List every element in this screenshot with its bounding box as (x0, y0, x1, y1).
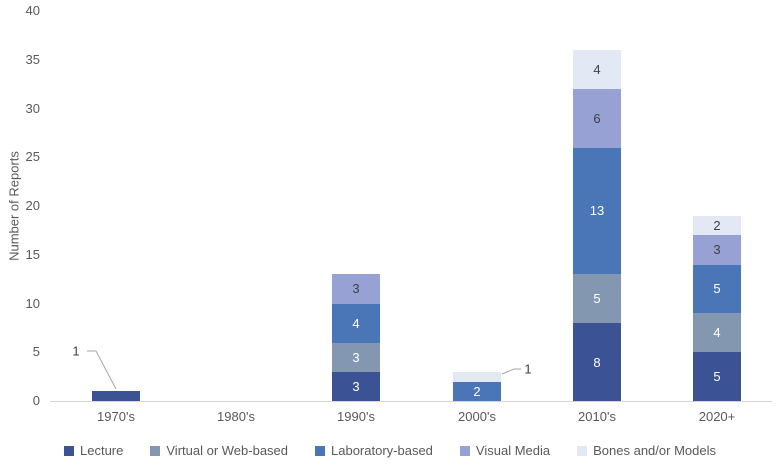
bar-segment: 4 (693, 313, 741, 353)
x-category-label: 2000's (458, 409, 496, 424)
bar-segment: 4 (332, 303, 380, 343)
y-tick-label: 35 (25, 51, 40, 67)
legend-item: Visual Media (459, 443, 551, 458)
legend-swatch-icon (315, 445, 326, 456)
bar-segment: 5 (693, 352, 741, 401)
x-axis-line (50, 401, 772, 402)
bar-segment: 5 (573, 274, 621, 323)
legend-label: Laboratory-based (331, 443, 433, 458)
y-tick-label: 30 (25, 100, 40, 116)
bar-segment: 8 (573, 323, 621, 401)
legend-swatch-icon (150, 445, 161, 456)
x-category-label: 1990's (337, 409, 375, 424)
legend-label: Virtual or Web-based (166, 443, 289, 458)
legend-label: Lecture (80, 443, 124, 458)
bar-segment: 13 (573, 147, 621, 275)
legend-label: Visual Media (475, 443, 551, 458)
callout-leader-line (87, 350, 117, 390)
y-tick-label: 0 (32, 393, 40, 408)
legend-swatch-icon (459, 445, 470, 456)
y-tick-label: 40 (25, 3, 40, 18)
x-category-label: 2010's (578, 409, 616, 424)
x-category-label: 2020+ (698, 409, 736, 424)
bar-segment (92, 391, 140, 401)
y-tick-label: 10 (25, 295, 40, 311)
callout-leader-line (501, 368, 521, 375)
bar-segment: 4 (573, 50, 621, 89)
callout-label: 1 (72, 343, 80, 359)
bar-segment: 3 (693, 235, 741, 265)
legend-item: Bones and/or Models (577, 443, 716, 458)
legend: Lecture Virtual or Web-based Laboratory-ba… (0, 443, 780, 458)
y-tick-label: 15 (25, 246, 40, 262)
bar-segment: 3 (332, 371, 380, 401)
x-category-label: 1970's (97, 409, 135, 424)
x-category-label: 1980's (217, 409, 255, 424)
y-tick-label: 5 (32, 344, 40, 360)
bar-segment: 5 (693, 264, 741, 314)
bar-segment: 6 (573, 89, 621, 148)
legend-item: Virtual or Web-based (150, 443, 288, 458)
callout-label: 1 (524, 361, 532, 377)
legend-swatch-icon (64, 445, 74, 456)
bar-segment (453, 371, 501, 382)
legend-swatch-icon (577, 445, 588, 456)
bar-segment: 2 (453, 381, 501, 401)
bar-segment: 3 (332, 274, 380, 304)
y-tick-label: 25 (25, 149, 40, 165)
legend-item: Laboratory-based (315, 443, 433, 458)
legend-label: Bones and/or Models (593, 443, 716, 458)
y-tick-label: 20 (25, 198, 40, 213)
bar-segment: 3 (332, 342, 380, 372)
legend-item: Lecture (64, 443, 123, 458)
bar-segment: 2 (693, 215, 741, 236)
